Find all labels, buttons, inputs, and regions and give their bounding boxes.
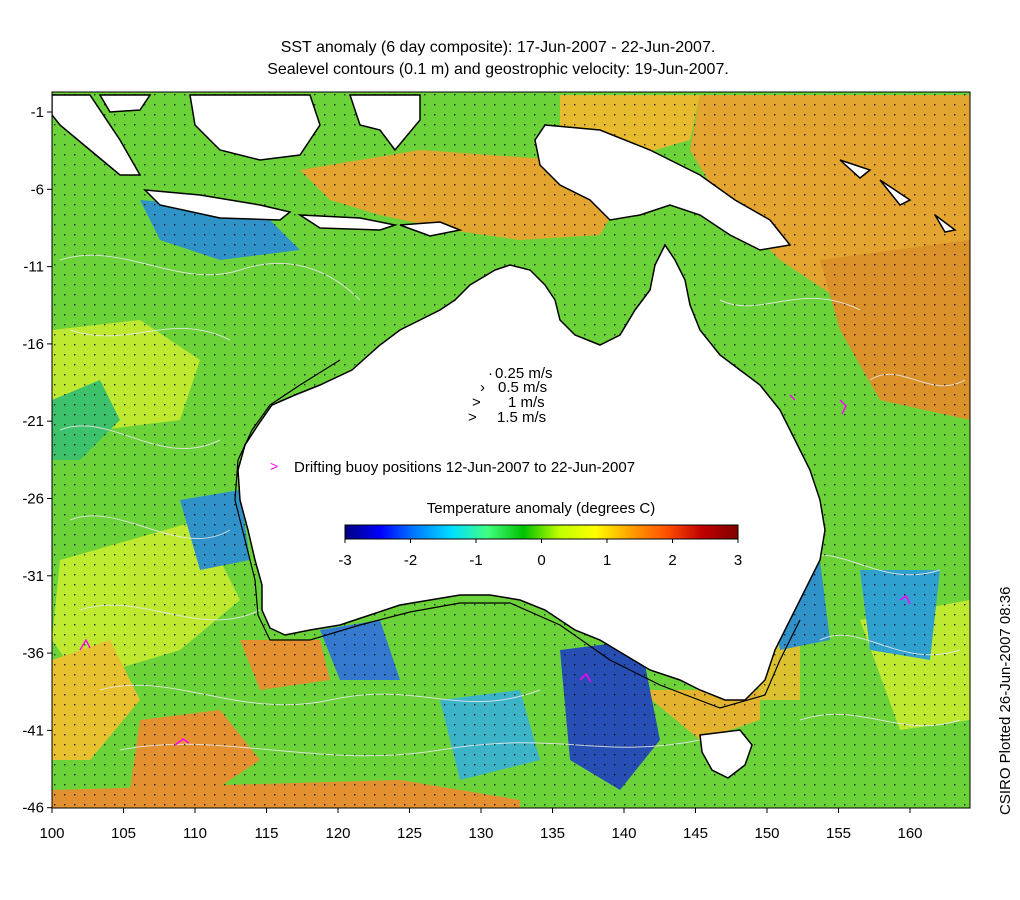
lat-tick-label: -11 [23, 259, 44, 276]
colorbar-tick-label: -3 [338, 552, 351, 569]
lat-tick-label: -36 [22, 645, 44, 662]
lon-tick-label: 125 [397, 825, 422, 842]
colorbar-title: Temperature anomaly (degrees C) [427, 500, 655, 517]
lon-tick-label: 100 [39, 825, 64, 842]
colorbar-tick-label: -2 [404, 552, 417, 569]
lat-tick-label: -6 [31, 181, 44, 198]
lat-tick-label: -16 [22, 336, 44, 353]
lat-tick-label: -46 [22, 800, 44, 817]
lon-tick-label: 150 [754, 825, 779, 842]
velocity-label-3: 1.5 m/s [497, 409, 546, 426]
lat-tick-label: -21 [22, 413, 44, 430]
buoy-legend: > Drifting buoy positions 12-Jun-2007 to… [270, 458, 635, 476]
plot-credit: CSIRO Plotted 26-Jun-2007 08:36 [997, 587, 1014, 815]
lon-axis: 100 105 110 115 120 125 130 135 140 145 150 155 160 [39, 808, 922, 842]
lon-tick-label: 155 [826, 825, 851, 842]
lat-tick-label: -1 [31, 104, 44, 121]
lon-tick-label: 130 [468, 825, 493, 842]
colorbar-tick-label: 2 [668, 552, 676, 569]
plot-area [52, 92, 970, 808]
colorbar-gradient [345, 525, 738, 539]
colorbar-tick-label: 3 [734, 552, 742, 569]
lat-tick-label: -26 [22, 491, 44, 508]
lon-tick-label: 140 [611, 825, 636, 842]
lon-tick-label: 120 [325, 825, 350, 842]
lon-tick-label: 115 [255, 825, 279, 842]
lon-tick-label: 105 [111, 825, 136, 842]
lat-axis: -1 -6 -11 -16 -21 -26 -31 -36 -41 -46 [22, 104, 52, 817]
lon-tick-label: 160 [897, 825, 922, 842]
colorbar-tick-label: -1 [469, 552, 482, 569]
lon-tick-label: 145 [683, 825, 708, 842]
colorbar-tick-label: 1 [603, 552, 611, 569]
buoy-marker-icon: > [270, 458, 278, 474]
buoy-legend-label: Drifting buoy positions 12-Jun-2007 to 2… [294, 459, 635, 476]
lat-tick-label: -31 [22, 568, 44, 585]
lat-tick-label: -41 [22, 722, 44, 739]
lon-tick-label: 135 [540, 825, 565, 842]
colorbar-tick-label: 0 [537, 552, 545, 569]
velocity-arrow-3: > [468, 409, 477, 426]
velocity-arrow-0: · [488, 365, 493, 382]
lon-tick-label: 110 [183, 825, 207, 842]
